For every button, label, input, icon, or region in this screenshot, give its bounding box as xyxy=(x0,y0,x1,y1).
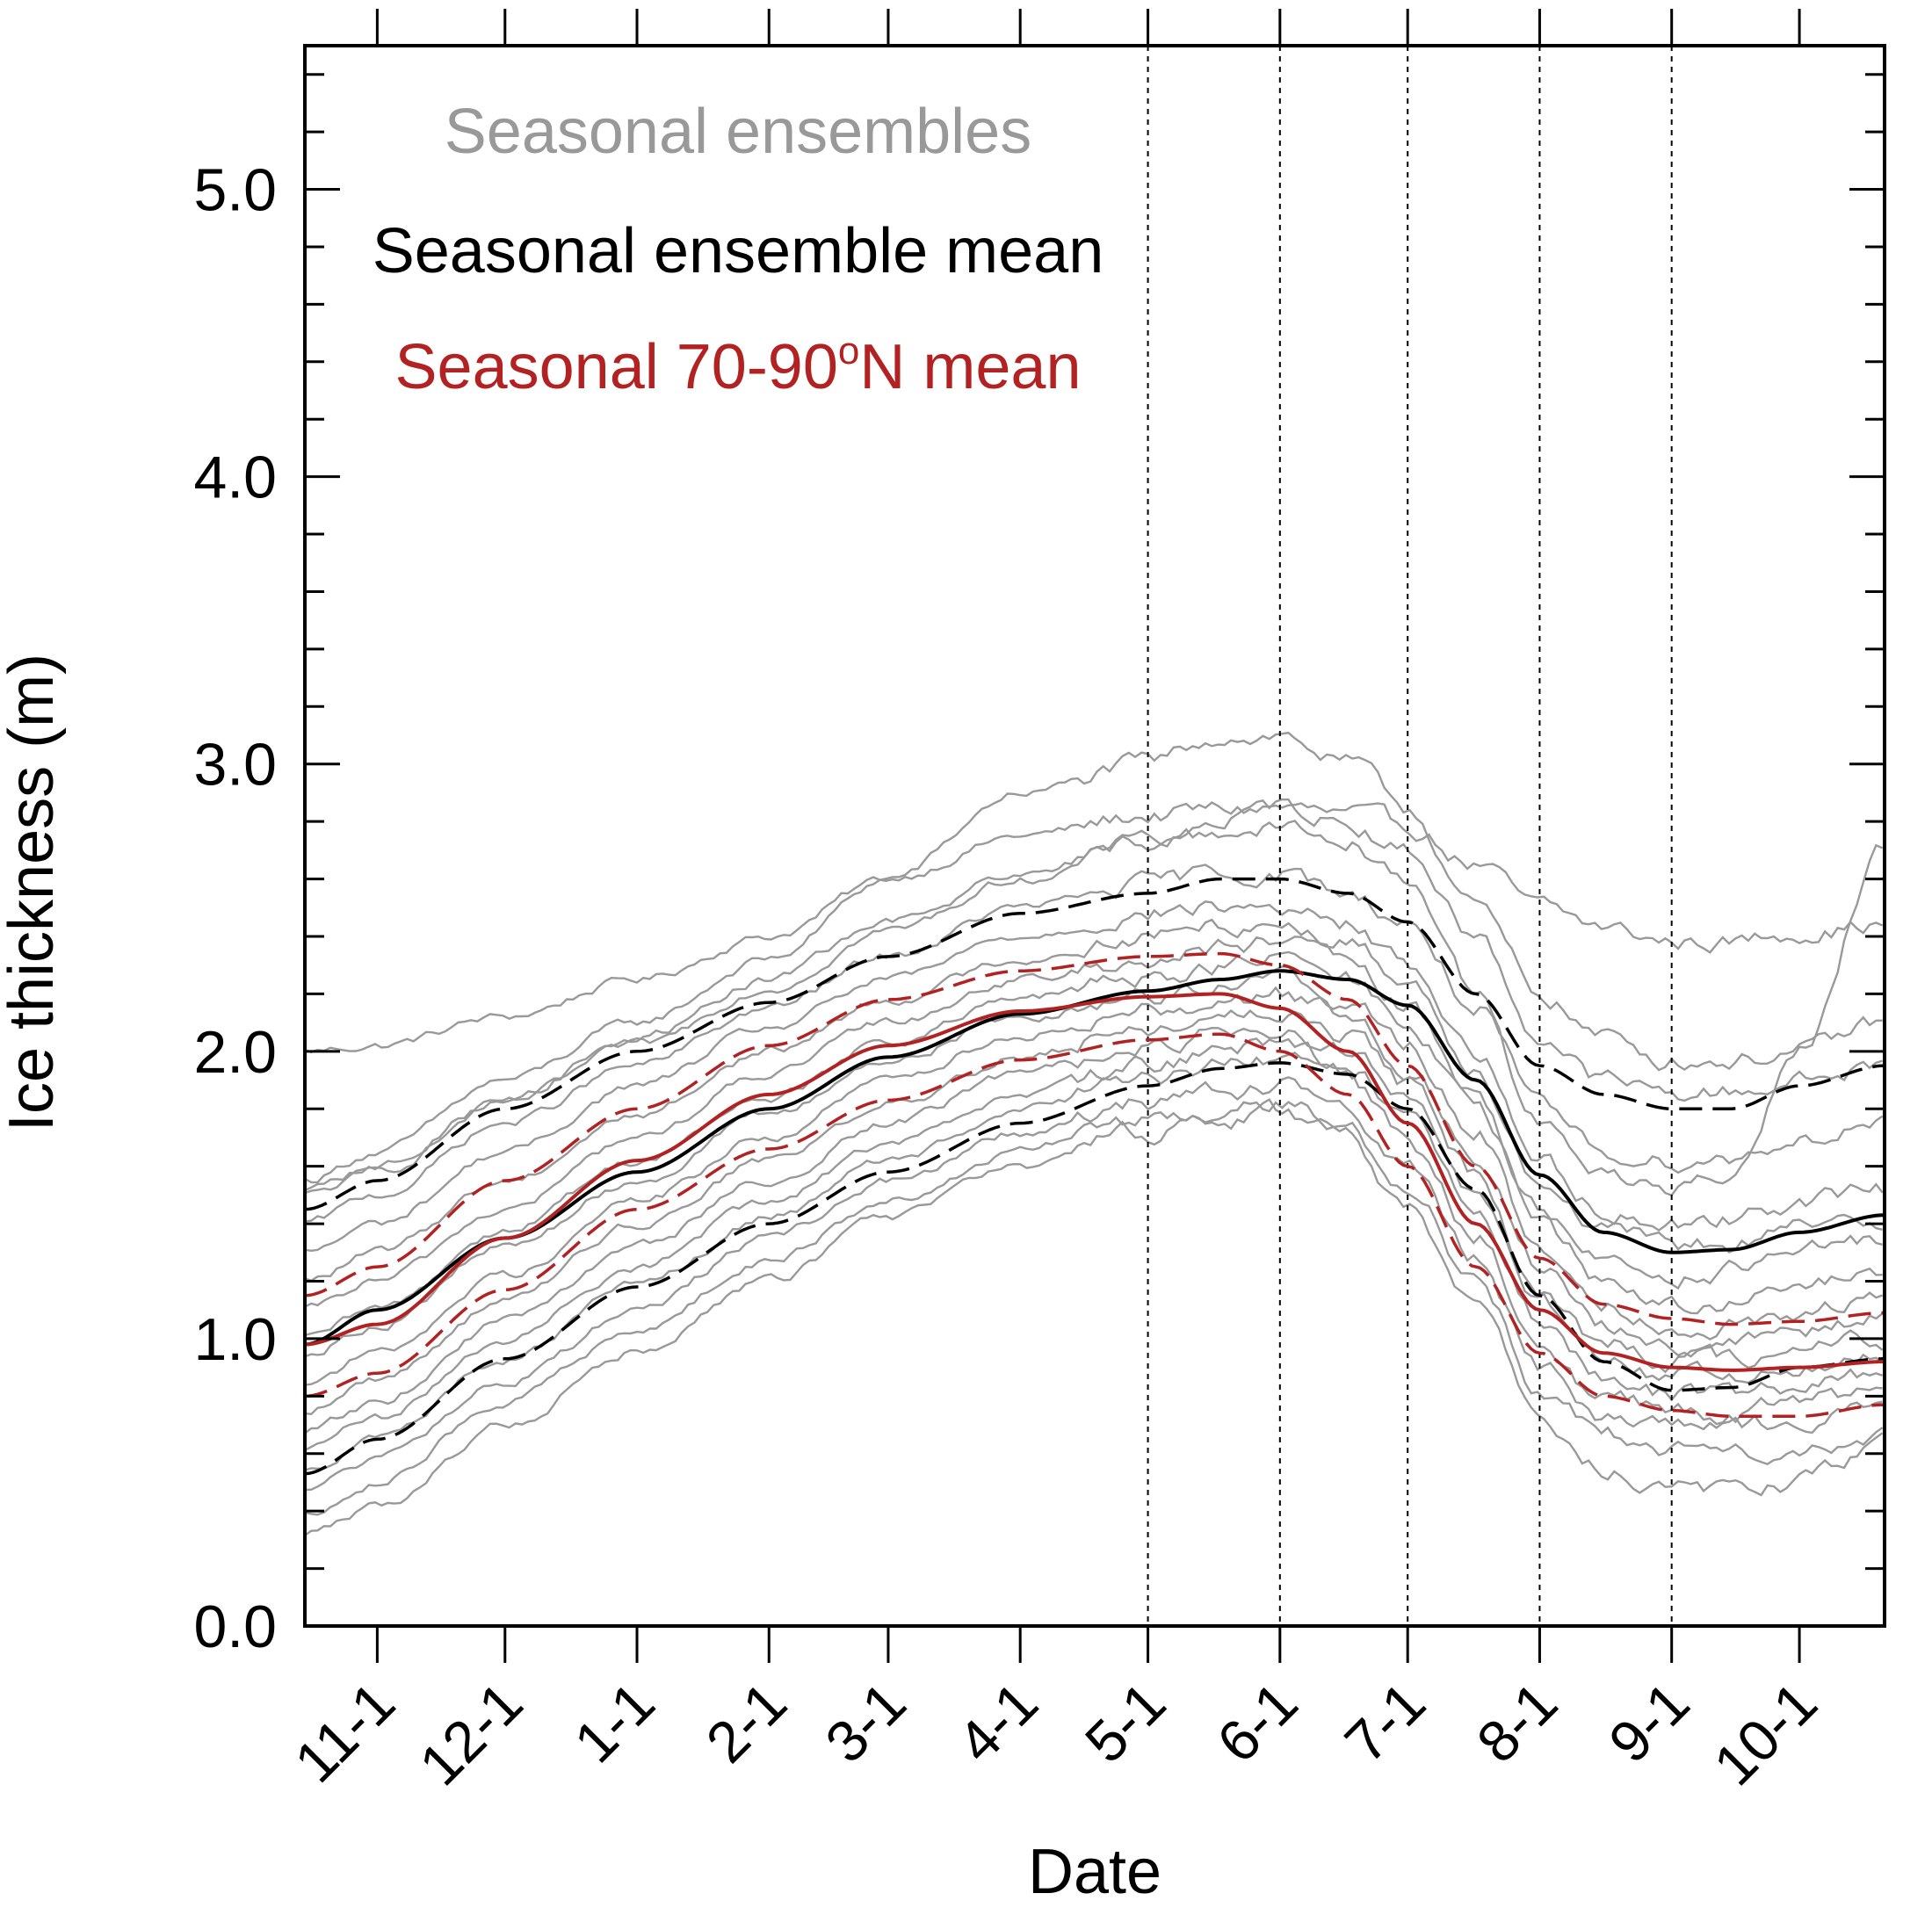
ensemble-member-line xyxy=(304,936,1883,1308)
ensemble-member-line xyxy=(304,1051,1883,1471)
ensemble-member-line xyxy=(304,918,1883,1283)
x-tick-label: 6-1 xyxy=(1205,1670,1310,1775)
ensemble-member-line xyxy=(304,1037,1883,1451)
x-tick-label: 5-1 xyxy=(1073,1670,1178,1775)
legend-entry-regional-mean-text: Seasonal 70-90 xyxy=(395,332,838,402)
legend-entry-ensemble-mean: Seasonal ensemble mean xyxy=(373,216,1104,286)
series-line xyxy=(304,951,1885,1326)
ensemble-member-line xyxy=(304,900,1884,1253)
ensemble-member-line xyxy=(304,798,1883,1195)
x-tick-label: 11-1 xyxy=(282,1670,407,1795)
y-tick-label: 1.0 xyxy=(193,1306,277,1373)
ensemble-lines xyxy=(304,731,1884,1536)
y-tick-label: 4.0 xyxy=(193,444,277,511)
plot-frame xyxy=(303,44,1886,1628)
ensemble-member-line xyxy=(304,1026,1884,1434)
x-tick-label: 8-1 xyxy=(1465,1670,1570,1775)
x-tick-label: 3-1 xyxy=(813,1670,918,1775)
legend-entry-ensembles: Seasonal ensembles xyxy=(445,97,1031,167)
series-line xyxy=(304,969,1885,1347)
ensemble-member-line xyxy=(304,986,1884,1386)
legend-degree-superscript: o xyxy=(838,329,859,372)
y-tick-label: 0.0 xyxy=(193,1593,277,1660)
ensemble-member-line xyxy=(304,1101,1884,1516)
ensemble-member-line xyxy=(304,1097,1884,1536)
ensemble-member-line xyxy=(304,1076,1883,1492)
y-tick-label: 5.0 xyxy=(193,157,277,224)
ensemble-member-line xyxy=(304,965,1884,1358)
mean-and-spread-lines xyxy=(304,877,1885,1476)
legend-entry-regional-mean: Seasonal 70-90oN mean xyxy=(395,329,1082,402)
ensemble-member-line xyxy=(304,801,1884,1054)
y-axis-label: Ice thickness (m) xyxy=(0,654,67,1131)
ensemble-member-line xyxy=(304,1008,1884,1416)
ensemble-member-line xyxy=(304,731,1883,1184)
x-tick-label: 2-1 xyxy=(693,1670,799,1775)
x-tick-label: 12-1 xyxy=(407,1670,535,1798)
series-line xyxy=(304,1061,1885,1476)
series-line xyxy=(304,877,1885,1211)
x-tick-label: 7-1 xyxy=(1332,1670,1437,1775)
ensemble-member-line xyxy=(304,820,1884,1197)
y-tick-label: 2.0 xyxy=(193,1019,277,1086)
series-line xyxy=(304,1032,1885,1418)
legend-entry-regional-mean-suffix: N mean xyxy=(859,332,1081,402)
x-tick-label: 9-1 xyxy=(1596,1670,1702,1775)
x-tick-label: 4-1 xyxy=(944,1670,1050,1775)
x-tick-label: 1-1 xyxy=(561,1670,667,1775)
ensemble-member-line xyxy=(304,950,1883,1337)
series-line xyxy=(304,992,1885,1372)
legend: Seasonal ensembles Seasonal ensemble mea… xyxy=(373,97,1104,402)
ensemble-member-line xyxy=(304,864,1884,1223)
x-axis-label: Date xyxy=(1028,1837,1161,1907)
y-tick-label: 3.0 xyxy=(193,732,277,799)
x-tick-label: 10-1 xyxy=(1701,1670,1829,1798)
